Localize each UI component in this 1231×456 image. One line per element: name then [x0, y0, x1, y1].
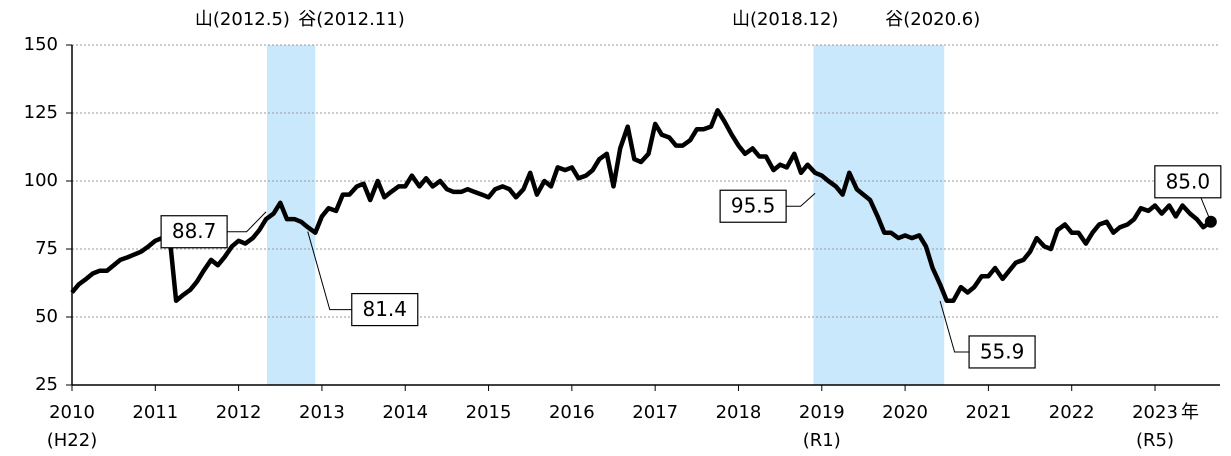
trough-label: 谷(2020.6) [885, 9, 980, 30]
x-tick-label: 2013 [299, 402, 345, 423]
x-tick-label: 2023 [1132, 402, 1178, 423]
x-tick-label: 2010 [49, 402, 95, 423]
peak-label: 山(2012.5) [195, 9, 290, 30]
y-tick-label: 150 [24, 34, 58, 55]
data-line [70, 108, 1213, 303]
x-tick-label: 2016 [549, 402, 595, 423]
x-unit: 年 [1181, 402, 1199, 423]
annotation-box [1154, 165, 1222, 199]
x-tick-label: 2018 [716, 402, 762, 423]
x-tick-label: 2021 [965, 402, 1011, 423]
x-tick-label: 2015 [466, 402, 512, 423]
annotation-leader [786, 192, 816, 207]
annotation-label: 85.0 [1166, 169, 1211, 193]
trough-label: 谷(2012.11) [298, 9, 404, 30]
x-tick-label: 2012 [216, 402, 262, 423]
annotation-box [719, 189, 787, 223]
era-label: (R1) [803, 430, 841, 451]
y-tick-label: 50 [35, 306, 58, 327]
y-tick-label: 125 [24, 102, 58, 123]
y-tick-label: 75 [35, 238, 58, 259]
era-label: (H22) [47, 430, 97, 451]
era-label: (R5) [1136, 430, 1174, 451]
annotation-box [160, 215, 228, 249]
annotation-label: 95.5 [731, 194, 776, 218]
y-tick-label: 100 [24, 170, 58, 191]
annotation-label: 88.7 [172, 219, 217, 243]
x-tick-label: 2014 [382, 402, 428, 423]
annotation-label: 55.9 [980, 339, 1025, 363]
annotation-leader [307, 231, 352, 311]
annotation-leader [939, 300, 970, 353]
x-tick-label: 2011 [132, 402, 178, 423]
y-tick-label: 25 [35, 374, 58, 395]
x-tick-label: 2020 [882, 402, 928, 423]
annotation-box [968, 335, 1036, 369]
annotation-box [351, 292, 419, 327]
annotation-label: 81.4 [362, 297, 407, 321]
peak-label: 山(2018.12) [732, 9, 838, 30]
x-tick-label: 2019 [799, 402, 845, 423]
annotation-leader [227, 211, 267, 233]
x-tick-label: 2017 [632, 402, 678, 423]
x-tick-label: 2022 [1049, 402, 1095, 423]
